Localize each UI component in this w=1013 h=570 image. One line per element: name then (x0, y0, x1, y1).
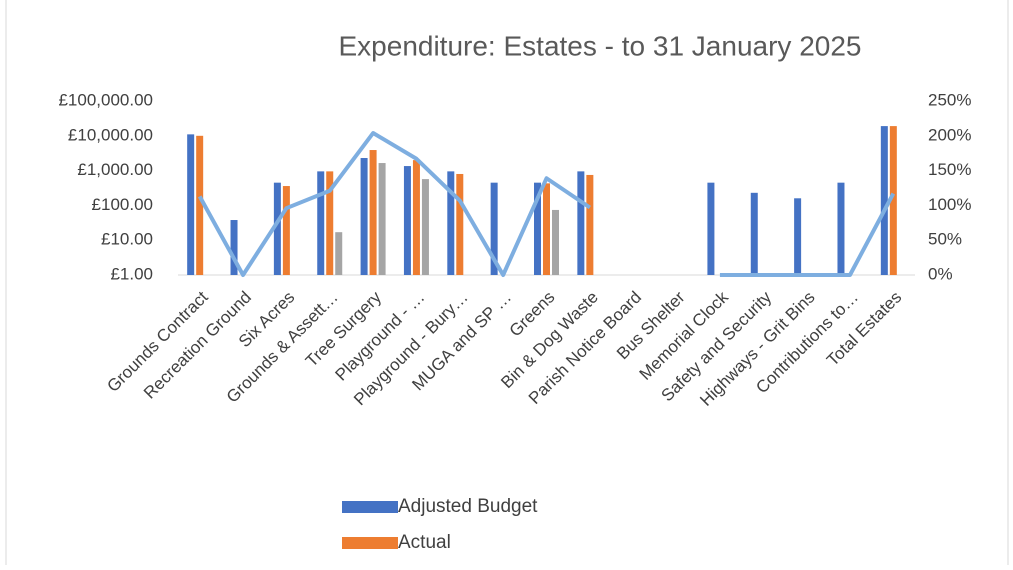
legend-label: Adjusted Budget (398, 496, 538, 517)
bar (369, 150, 377, 275)
chart-title: Expenditure: Estates - to 31 January 202… (339, 30, 862, 61)
bar (889, 126, 897, 276)
bar (577, 171, 585, 275)
legend-swatch (342, 501, 398, 513)
bar (273, 182, 281, 275)
bar (456, 173, 464, 275)
y-tick-label: £100.00 (92, 195, 153, 214)
bar (282, 186, 290, 275)
bar (187, 134, 195, 275)
y2-tick-label: 150% (928, 160, 971, 179)
y-tick-label: £100,000.00 (58, 90, 153, 109)
bar (335, 232, 343, 275)
bar (378, 163, 386, 275)
y2-tick-label: 0% (928, 264, 953, 283)
bar (317, 171, 325, 275)
bar (412, 160, 420, 275)
bar (534, 182, 541, 275)
bar (543, 183, 550, 275)
bar (421, 179, 429, 275)
bar (552, 209, 559, 275)
bar (196, 135, 204, 275)
y-tick-label: £10.00 (101, 230, 153, 249)
y2-tick-label: 50% (928, 230, 962, 249)
bar (750, 192, 758, 275)
bar (837, 182, 845, 275)
line (197, 131, 896, 277)
y2-tick-label: 100% (928, 195, 971, 214)
legend-label: Actual (398, 532, 451, 553)
chart-border (5, 0, 1009, 570)
y2-tick-label: 200% (928, 125, 971, 144)
y2-tick-label: 250% (928, 90, 971, 109)
bar (707, 182, 715, 275)
bar (360, 158, 368, 275)
bar (326, 171, 334, 275)
y-tick-label: £1,000.00 (77, 160, 153, 179)
bar (230, 220, 238, 275)
bar (880, 126, 888, 276)
bar (490, 182, 498, 275)
bar (447, 171, 455, 275)
y-tick-label: £1.00 (110, 264, 153, 283)
legend-swatch (342, 537, 398, 549)
bar (586, 174, 594, 275)
bar (403, 166, 411, 275)
bar (794, 198, 802, 275)
y-tick-label: £10,000.00 (68, 125, 153, 144)
